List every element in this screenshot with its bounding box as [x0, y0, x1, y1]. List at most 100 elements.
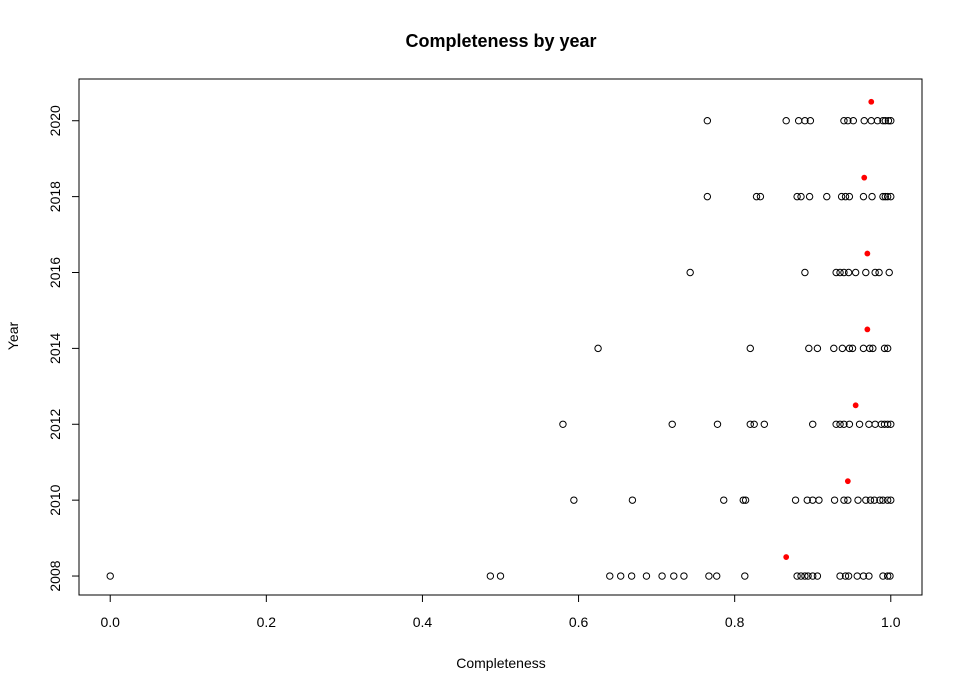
- data-point: [865, 572, 873, 580]
- data-point: [845, 344, 854, 353]
- data-point: [885, 268, 893, 277]
- y-tick-label: 2016: [47, 257, 63, 288]
- data-point: [866, 496, 875, 504]
- data-point: [862, 268, 870, 277]
- x-axis: 0.0 0.2 0.4 0.6 0.8 1.0: [100, 594, 901, 630]
- data-point: [844, 117, 852, 125]
- summary-point: [844, 478, 851, 485]
- x-tick-label: 0.8: [725, 614, 745, 630]
- data-point: [760, 420, 769, 428]
- data-point: [793, 192, 801, 201]
- data-point: [805, 192, 814, 201]
- data-point: [887, 496, 895, 504]
- data-point: [801, 117, 809, 125]
- data-point: [801, 268, 809, 277]
- data-point: [868, 192, 876, 201]
- data-point: [859, 192, 868, 201]
- data-point: [806, 117, 815, 125]
- data-point: [801, 572, 809, 580]
- data-point: [703, 192, 712, 201]
- data-point: [830, 344, 838, 353]
- data-point: [741, 572, 749, 580]
- data-point: [871, 268, 879, 277]
- data-point: [879, 192, 887, 201]
- data-points: [106, 98, 895, 580]
- x-tick-label: 1.0: [881, 614, 901, 630]
- data-point: [794, 117, 803, 125]
- data-point: [871, 420, 879, 428]
- data-point: [836, 268, 844, 277]
- data-point: [793, 572, 801, 580]
- data-point: [866, 344, 874, 353]
- data-point: [804, 572, 812, 580]
- data-point: [840, 420, 848, 428]
- data-point: [832, 268, 840, 277]
- x-axis-title: Completeness: [456, 655, 546, 671]
- data-point: [865, 420, 873, 428]
- plot-frame: [78, 78, 923, 596]
- data-point: [617, 572, 625, 580]
- data-point: [855, 420, 864, 428]
- data-point: [881, 192, 890, 201]
- data-point: [883, 344, 892, 353]
- data-point: [628, 496, 637, 504]
- data-point: [741, 496, 750, 504]
- data-point: [836, 572, 844, 580]
- summary-point: [783, 554, 790, 560]
- data-point: [668, 420, 676, 428]
- y-tick-label: 2020: [47, 105, 63, 136]
- data-point: [879, 117, 887, 125]
- data-point: [797, 572, 805, 580]
- y-tick-label: 2010: [47, 484, 63, 515]
- data-point: [670, 572, 678, 580]
- data-point: [867, 117, 875, 125]
- data-point: [883, 572, 892, 580]
- data-point: [848, 344, 857, 353]
- data-point: [746, 420, 754, 428]
- data-point: [840, 117, 848, 125]
- data-point: [883, 496, 892, 504]
- data-point: [883, 192, 892, 201]
- data-point: [887, 420, 895, 428]
- data-point: [886, 572, 894, 580]
- summary-point: [852, 402, 859, 409]
- data-point: [606, 572, 614, 580]
- data-point: [805, 344, 813, 353]
- y-tick-label: 2012: [47, 408, 63, 439]
- data-point: [813, 344, 822, 353]
- data-point: [705, 572, 713, 580]
- data-point: [837, 192, 846, 201]
- data-point: [879, 496, 887, 504]
- data-point: [570, 496, 578, 504]
- data-point: [883, 420, 892, 428]
- data-point: [880, 344, 889, 353]
- data-point: [739, 496, 747, 504]
- summary-point: [861, 174, 868, 181]
- y-axis: 2008 2010 2012 2014 2016 2018 2020: [47, 105, 80, 592]
- data-point: [845, 420, 854, 428]
- data-point: [713, 420, 722, 428]
- data-point: [756, 192, 765, 201]
- summary-point: [864, 250, 871, 257]
- data-point: [884, 117, 893, 125]
- data-point: [815, 496, 823, 504]
- data-point: [746, 344, 754, 353]
- data-point: [876, 496, 884, 504]
- data-point: [782, 117, 790, 125]
- x-tick-label: 0.2: [257, 614, 277, 630]
- data-point: [844, 268, 853, 277]
- data-point: [873, 117, 882, 125]
- data-point: [791, 496, 800, 504]
- data-point: [803, 496, 811, 504]
- x-tick-label: 0.6: [569, 614, 589, 630]
- data-point: [496, 572, 505, 580]
- data-point: [823, 192, 831, 201]
- data-point: [881, 117, 890, 125]
- data-point: [849, 117, 858, 125]
- data-point: [750, 420, 758, 428]
- summary-point: [864, 326, 871, 333]
- data-point: [713, 572, 721, 580]
- data-point: [797, 192, 805, 201]
